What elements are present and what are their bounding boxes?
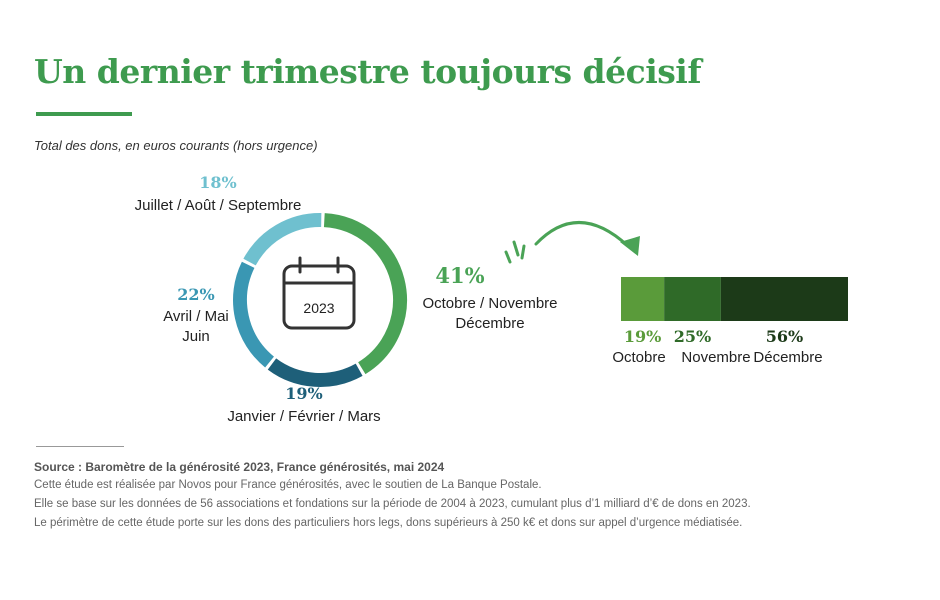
bar-percent-label: 25% xyxy=(674,327,711,346)
bar-category-label: Novembre xyxy=(681,349,750,366)
chart-area: 2023 41% Octobre / Novembre Décembre 19% Jan… xyxy=(135,173,848,425)
title-underline xyxy=(36,112,132,116)
donut-segment xyxy=(323,213,407,375)
donut-chart xyxy=(233,213,407,387)
donut-category-label: Avril / Mai xyxy=(163,308,229,325)
donut-labels: 41% Octobre / Novembre Décembre 19% Janvier … xyxy=(135,173,558,425)
calendar-year: 2023 xyxy=(303,300,334,316)
donut-category-label: Juillet / Août / Septembre xyxy=(135,197,302,214)
bar-segment xyxy=(720,277,848,321)
bar-segment xyxy=(664,277,721,321)
calendar-icon xyxy=(282,256,356,330)
donut-category-label: Octobre / Novembre xyxy=(422,295,557,312)
bar-segment xyxy=(621,277,665,321)
donut-percent-label: 19% xyxy=(285,384,322,403)
curved-arrow-icon xyxy=(534,221,630,248)
donut-percent-label: 22% xyxy=(177,285,214,304)
arrow-head-icon xyxy=(620,236,640,256)
stacked-bar-chart: 19% 25% 56% Octobre Novembre Décembre xyxy=(612,277,848,366)
donut-percent-label: 18% xyxy=(199,173,236,192)
donut-percent-label: 41% xyxy=(435,263,484,288)
bar-category-label: Décembre xyxy=(753,349,822,366)
donut-segment xyxy=(233,261,275,368)
donut-category-label: Décembre xyxy=(455,315,524,332)
sparkle-icon xyxy=(504,240,526,264)
donut-segment xyxy=(243,213,322,266)
footer-note: Elle se base sur les données de 56 assoc… xyxy=(34,498,751,510)
footer-divider xyxy=(36,446,124,447)
page-title: Un dernier trimestre toujours décisif xyxy=(34,52,702,91)
bar-category-label: Octobre xyxy=(612,349,665,366)
footer-note: Cette étude est réalisée par Novos pour … xyxy=(34,479,542,491)
chart-subtitle: Total des dons, en euros courants (hors … xyxy=(34,138,318,153)
donut-category-label: Janvier / Février / Mars xyxy=(227,408,380,425)
donut-segment xyxy=(267,358,363,387)
footer-note: Le périmètre de cette étude porte sur le… xyxy=(34,517,743,529)
bar-percent-label: 56% xyxy=(766,327,803,346)
source-line: Source : Baromètre de la générosité 2023… xyxy=(34,460,445,474)
bar-percent-label: 19% xyxy=(624,327,661,346)
donut-category-label: Juin xyxy=(182,328,210,345)
